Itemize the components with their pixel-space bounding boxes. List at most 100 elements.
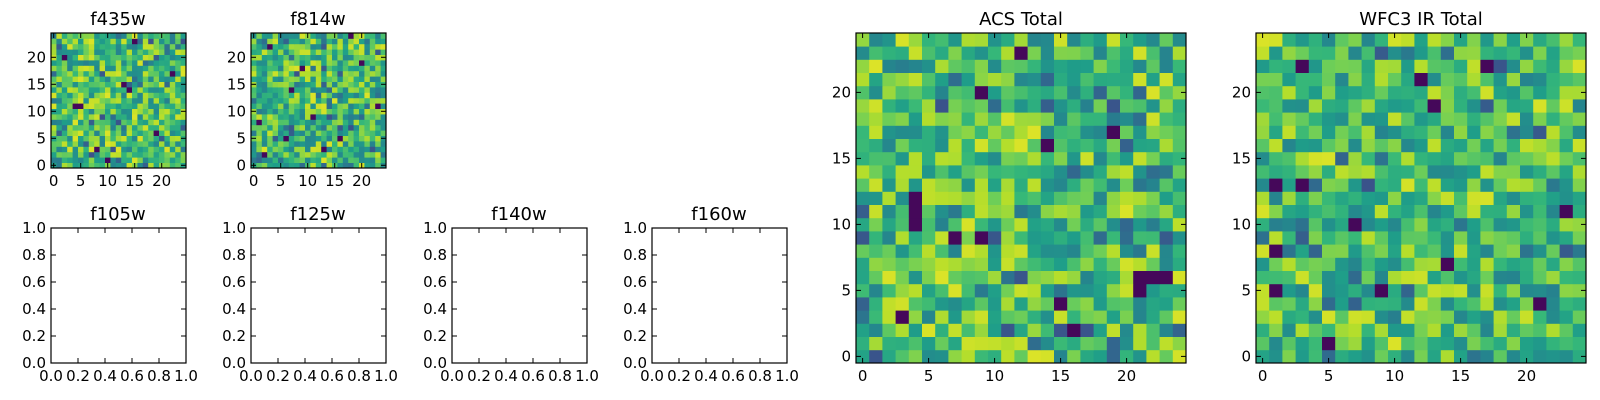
heatmap-cell	[83, 157, 90, 163]
heatmap-cell	[1546, 165, 1560, 179]
y-tick-label: 15	[832, 149, 851, 167]
heatmap-cell	[908, 283, 923, 298]
heatmap-cell	[948, 217, 962, 232]
heatmap-cell	[169, 38, 176, 45]
heatmap-cell	[56, 103, 63, 109]
heatmap-cell	[974, 85, 989, 100]
heatmap-cell	[267, 119, 273, 126]
plot-frame	[451, 227, 588, 364]
heatmap-cell	[56, 114, 63, 120]
heatmap-cell	[1067, 349, 1081, 364]
heatmap-cell	[94, 38, 100, 45]
heatmap-cell	[935, 297, 949, 311]
heatmap-cell	[94, 65, 100, 72]
heatmap-cell	[1559, 165, 1574, 179]
heatmap-cell	[908, 178, 923, 192]
heatmap-cell	[142, 76, 149, 82]
heatmap-cell	[288, 54, 295, 61]
heatmap-cell	[1040, 46, 1055, 60]
heatmap-cell	[1388, 138, 1402, 153]
heatmap-cell	[72, 49, 79, 55]
heatmap-cell	[251, 49, 257, 55]
heatmap-cell	[278, 124, 284, 131]
heatmap-cell	[310, 87, 317, 93]
heatmap-cell	[142, 157, 149, 163]
heatmap-cell	[272, 54, 279, 61]
heatmap-cell	[1361, 165, 1376, 179]
heatmap-cell	[1546, 33, 1560, 47]
heatmap-cell	[935, 85, 949, 100]
heatmap-cell	[137, 124, 144, 131]
heatmap-cell	[856, 59, 870, 73]
heatmap-cell	[132, 108, 138, 115]
heatmap-cell	[99, 76, 106, 82]
heatmap-cell	[175, 124, 181, 131]
heatmap-cell	[1506, 112, 1521, 126]
y-tick-label: 0.6	[623, 273, 647, 291]
heatmap-cell	[1269, 231, 1283, 245]
heatmap-cell	[380, 87, 387, 93]
heatmap-cell	[1080, 59, 1094, 73]
heatmap-cell	[1106, 310, 1121, 324]
heatmap-cell	[315, 54, 322, 61]
heatmap-cell	[1295, 244, 1310, 258]
heatmap-cell	[1467, 336, 1481, 351]
heatmap-cell	[315, 81, 322, 88]
heatmap-cell	[310, 119, 317, 126]
heatmap-cell	[310, 60, 317, 66]
heatmap-cell	[332, 81, 338, 88]
heatmap-cell	[1388, 85, 1402, 100]
heatmap-cell	[1295, 217, 1310, 232]
heatmap-cell	[169, 135, 176, 142]
heatmap-cell	[88, 92, 95, 99]
heatmap-cell	[294, 60, 300, 66]
heatmap-cell	[337, 33, 344, 39]
heatmap-cell	[882, 99, 896, 113]
heatmap-cell	[175, 38, 181, 45]
heatmap-cell	[299, 92, 306, 99]
heatmap-cell	[1308, 125, 1323, 139]
heatmap-cell	[94, 108, 100, 115]
heatmap-cell	[110, 92, 117, 99]
heatmap-cell	[310, 70, 317, 77]
heatmap-cell	[278, 43, 284, 50]
heatmap-cell	[105, 70, 111, 77]
heatmap-cell	[1572, 151, 1587, 166]
heatmap-cell	[180, 151, 187, 158]
heatmap-cell	[1146, 151, 1160, 166]
heatmap-cell	[348, 76, 354, 82]
heatmap-cell	[337, 60, 344, 66]
heatmap-cell	[115, 54, 122, 61]
heatmap-cell	[121, 141, 127, 147]
heatmap-cell	[169, 54, 176, 61]
heatmap-cell	[882, 59, 896, 73]
heatmap-cell	[1172, 217, 1187, 232]
heatmap-cell	[1493, 257, 1508, 271]
heatmap-cell	[348, 135, 354, 142]
heatmap-cell	[1106, 138, 1121, 153]
heatmap-cell	[1559, 125, 1574, 139]
heatmap-cell	[1335, 204, 1349, 219]
heatmap-cell	[251, 124, 257, 131]
heatmap-cell	[1454, 165, 1468, 179]
heatmap-cell	[1014, 244, 1028, 258]
heatmap-cell	[342, 38, 349, 45]
heatmap-cell	[988, 72, 1002, 87]
heatmap-cell	[1133, 112, 1147, 126]
heatmap-cell	[142, 38, 149, 45]
heatmap-cell	[948, 85, 962, 100]
y-tick-label: 20	[832, 83, 851, 101]
heatmap-cell	[1546, 297, 1560, 311]
heatmap-cell	[99, 49, 106, 55]
heatmap-cell	[326, 54, 333, 61]
heatmap-cell	[1106, 59, 1121, 73]
heatmap-cell	[1546, 178, 1560, 192]
heatmap-cell	[1282, 46, 1296, 60]
y-tick-label: 0.0	[623, 354, 647, 372]
heatmap-cell	[105, 119, 111, 126]
heatmap-cell	[142, 151, 149, 158]
heatmap-cell	[115, 108, 122, 115]
heatmap-cell	[1054, 46, 1068, 60]
heatmap-cell	[1040, 270, 1055, 285]
heatmap-cell	[1546, 270, 1560, 285]
